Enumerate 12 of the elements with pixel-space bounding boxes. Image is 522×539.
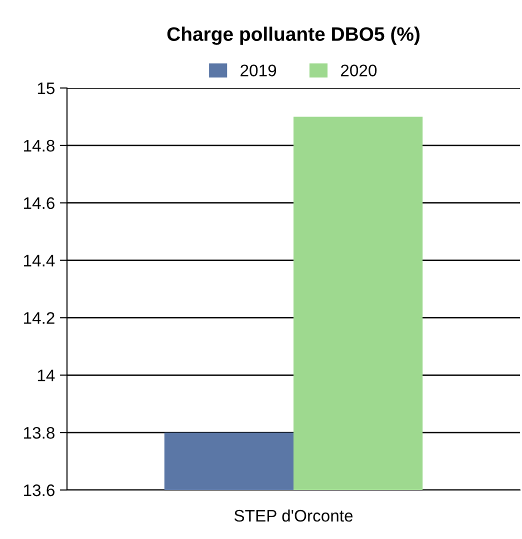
legend-label: 2019: [240, 64, 276, 76]
chart-title: Charge polluante DBO5 (%): [167, 26, 420, 45]
y-tick-label: 15: [38, 82, 54, 94]
y-tick-label: 13.8: [24, 426, 54, 439]
y-tick-label: 14.4: [24, 254, 55, 266]
y-tick-label: 14.8: [24, 140, 54, 152]
x-tick-label: STEP d'Orconte: [234, 509, 353, 522]
y-tick-label: 14.6: [24, 197, 54, 210]
y-tick-label: 14: [38, 370, 55, 382]
y-tick-label: 14.2: [24, 312, 54, 324]
legend-label: 2020: [341, 64, 377, 76]
y-tick-label: 13.6: [24, 484, 54, 496]
